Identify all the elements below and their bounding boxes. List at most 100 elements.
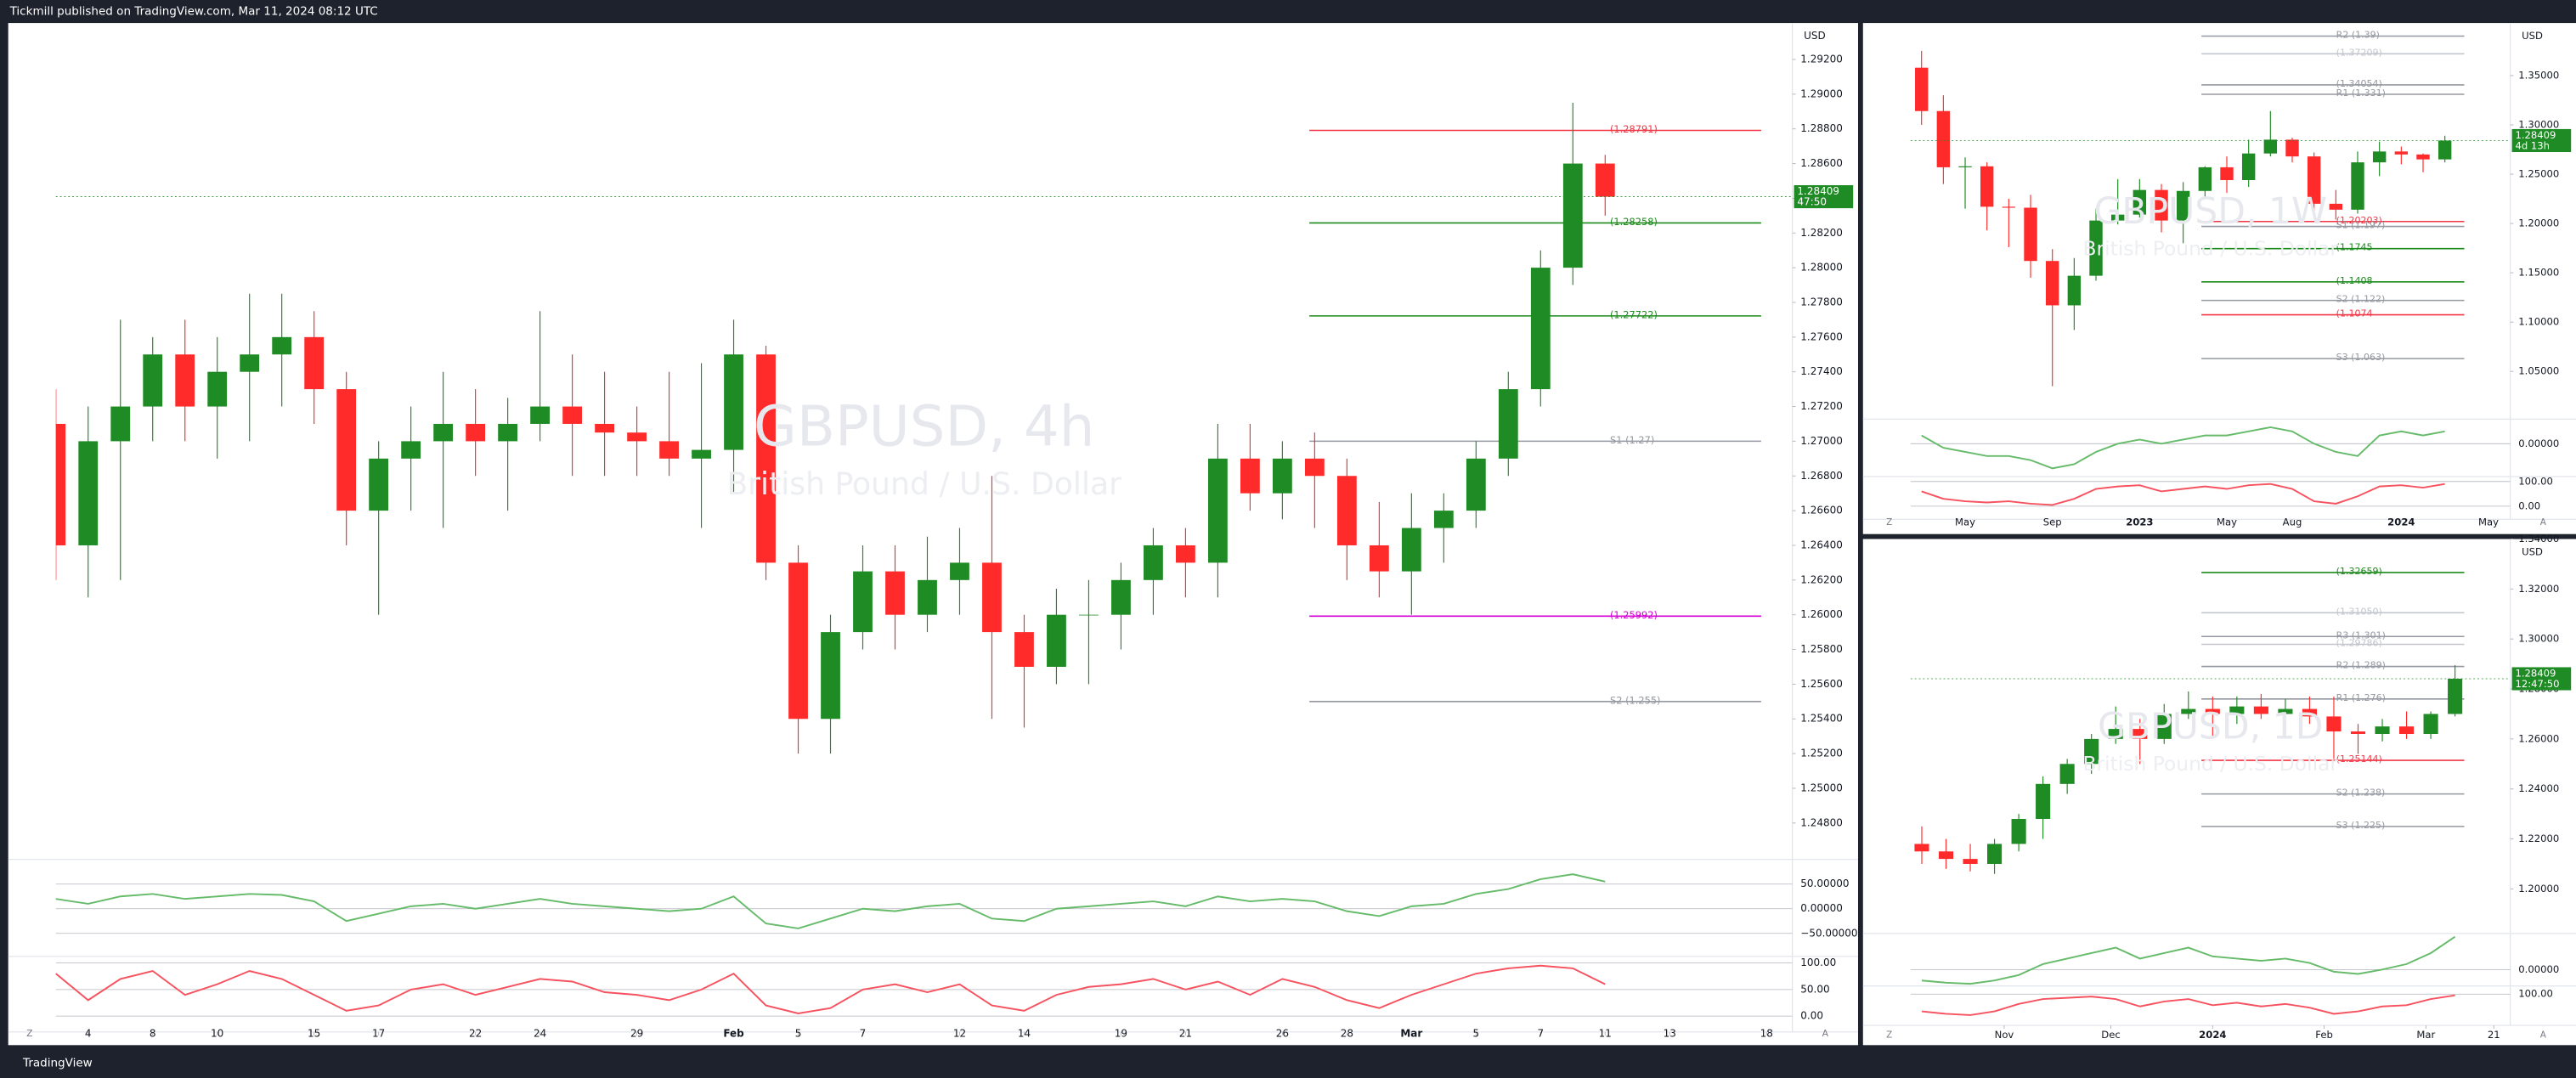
level-label: S2 (1.255) (1610, 694, 1661, 706)
indicator-line (1921, 483, 2445, 506)
level-label: S1 (1.27) (1610, 434, 1654, 446)
y-tick-label: 1.27200 (1800, 400, 1843, 412)
candle-body (2416, 154, 2430, 160)
candle-body (207, 371, 228, 407)
y-tick-label: 1.34000 (2518, 533, 2559, 545)
candle-body (2438, 140, 2452, 160)
candle-body (2350, 731, 2366, 734)
x-tick-label: 5 (795, 1027, 802, 1039)
candle-body (1958, 166, 1972, 167)
candle-body (2089, 220, 2103, 276)
x-tick-label: 8 (150, 1027, 156, 1039)
candle-body (1963, 859, 1978, 864)
panel-main (8, 23, 1858, 1046)
x-tick-label: 21 (2488, 1029, 2500, 1041)
y-tick-label: 1.25600 (1800, 678, 1843, 690)
x-tick-label: 7 (860, 1027, 867, 1039)
candle-body (78, 441, 99, 545)
candle-body (1272, 458, 1292, 494)
watermark-title: GBPUSD, 1D (2098, 707, 2323, 748)
candle-body (950, 562, 969, 580)
y-tick-label: 1.26000 (2518, 732, 2559, 744)
candle-body (2059, 764, 2075, 784)
level-label: R2 (1.39) (2336, 30, 2380, 41)
candle-body (562, 406, 582, 424)
level-label: (1.29786) (2336, 638, 2382, 649)
candle-body (530, 406, 551, 424)
candle-body (2108, 729, 2123, 739)
x-tick-label: 24 (534, 1027, 546, 1039)
candle-body (2375, 726, 2390, 734)
y-tick-label: 1.05000 (2518, 365, 2559, 377)
x-tick-label: 4 (85, 1027, 92, 1039)
candle-body (1498, 389, 1518, 459)
x-tick-label: 12 (953, 1027, 966, 1039)
pane-tick-label: 100.00 (1800, 957, 1836, 968)
level-label: (1.20203) (2336, 215, 2382, 226)
x-tick-label: 14 (1018, 1027, 1031, 1039)
currency-label: USD (1804, 30, 1826, 42)
x-tick-label: 17 (372, 1027, 385, 1039)
plot-area: (1.28791) (1.28258) (1.27722) S1 (1.27) (1.2… (55, 103, 1761, 754)
candle-body (2326, 716, 2342, 732)
y-tick-label: 1.27600 (1800, 330, 1843, 342)
pane-tick-label: 100.00 (2518, 475, 2553, 487)
candle-body (2084, 738, 2099, 765)
last-price-box (1794, 185, 1854, 209)
x-tick-label: 7 (1537, 1027, 1544, 1039)
candle-body (1144, 545, 1163, 580)
indicator-line (1921, 426, 2445, 470)
panel-weekly (1862, 23, 2576, 534)
last-price-label: 1.28409 (2515, 129, 2556, 141)
x-tick-label: 2024 (2199, 1029, 2226, 1041)
y-tick-label: 1.26400 (1800, 539, 1843, 550)
level-label: (1.1074 (2336, 308, 2373, 319)
panel-daily (1862, 539, 2576, 1046)
candle-body (466, 423, 486, 442)
x-tick-label: May (2478, 516, 2499, 528)
candle-body (2285, 139, 2299, 157)
candle-body (1914, 67, 1929, 111)
y-tick-label: 1.25400 (1800, 713, 1843, 725)
watermark-title: GBPUSD, 1W (2093, 191, 2327, 233)
candle-body (2155, 189, 2168, 221)
candle-body (1176, 545, 1195, 563)
level-label: R1 (1.276) (2336, 692, 2386, 703)
candle-body (401, 441, 421, 459)
candle-body (885, 571, 905, 615)
y-tick-label: 1.30000 (2518, 118, 2559, 130)
y-tick-label: 1.25000 (2518, 168, 2559, 180)
x-tick-label: 29 (630, 1027, 643, 1039)
y-tick-label: 1.24000 (2518, 782, 2559, 794)
candle-body (2024, 207, 2037, 262)
candle-body (2002, 206, 2016, 208)
candle-body (2176, 190, 2190, 221)
level-label: S2 (1.238) (2336, 787, 2386, 799)
y-tick-label: 1.26200 (1800, 573, 1843, 585)
candle-body (788, 562, 808, 720)
candle-body (1936, 110, 1951, 167)
candle-body (433, 423, 454, 442)
pane-tick-label: 0.00000 (1800, 902, 1843, 914)
pane-tick-label: 0.00000 (2518, 963, 2559, 975)
last-price-box (2511, 128, 2572, 153)
y-tick-label: 1.20000 (2518, 217, 2559, 229)
candle-body (821, 632, 840, 720)
currency-label: USD (2522, 30, 2543, 42)
pane-tick-label: 100.00 (2518, 988, 2553, 1000)
watermark-subtitle: British Pound / U.S. Dollar (2082, 752, 2338, 776)
candle-body (304, 336, 325, 390)
x-tick-label: 18 (1760, 1027, 1773, 1039)
candle-body (2036, 783, 2051, 820)
scale-button: Z (1886, 517, 1892, 528)
candle-body (627, 432, 647, 442)
watermark-subtitle: British Pound / U.S. Dollar (726, 466, 1121, 502)
candle-body (2181, 708, 2196, 714)
x-tick-label: May (2217, 516, 2237, 528)
x-tick-label: Aug (2283, 516, 2302, 528)
y-tick-label: 1.29000 (1800, 87, 1843, 99)
candle-body (982, 562, 1002, 633)
y-tick-label: 1.27800 (1800, 296, 1843, 308)
candle-body (1433, 511, 1454, 528)
candle-body (2329, 203, 2343, 210)
